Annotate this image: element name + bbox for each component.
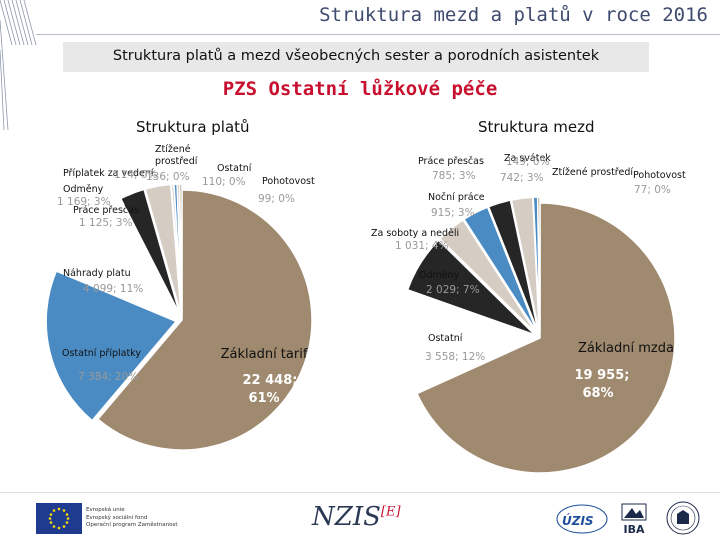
slice-label-1-5: Práce přesčas <box>418 156 484 167</box>
slice-label-1-1: Ostatní <box>428 333 463 344</box>
slice-label-0-4: Odměny <box>63 184 104 195</box>
eu-caption: Evropská unie Evropský sociální fond Ope… <box>86 507 178 528</box>
slice-percent-1-0: 68% <box>582 386 613 401</box>
subtitle-banner: Struktura platů a mezd všeobecných seste… <box>63 42 649 72</box>
slice-value-1-4: 915; 3% <box>431 207 475 219</box>
slice-value-1-5: 785; 3% <box>432 170 476 182</box>
decorative-corner-lines <box>0 0 37 130</box>
pie-slice-1-3 <box>438 218 537 334</box>
title-divider <box>36 34 720 35</box>
slice-value-0-6: 136; 0% <box>146 171 190 183</box>
slice-label-1-4: Noční práce <box>428 192 485 203</box>
pie-slice-1-1 <box>398 292 537 395</box>
nzis-logo: NZIS[E] <box>312 502 401 532</box>
slice-label-0-8: Pohotovost <box>262 176 315 187</box>
pie-slice-1-2 <box>406 239 536 336</box>
pie-slice-1-0 <box>415 202 676 474</box>
pie-slice-0-3 <box>119 188 181 315</box>
slice-label-1-8: Pohotovost <box>633 170 686 181</box>
slice-label-1-3: Za soboty a neděli <box>371 228 459 239</box>
pie-slice-0-1 <box>45 270 178 422</box>
slice-label-0-7: Ostatní <box>217 163 252 174</box>
slice-label-0-1: Ostatní příplatky <box>62 348 141 359</box>
slice-label-0-5: Příplatek za vedení <box>63 168 154 179</box>
slice-value-0-2: 4 099; 11% <box>83 283 143 295</box>
slice-value-0-1: 7 384; 20% <box>78 371 138 383</box>
pie-slice-0-0 <box>96 189 313 451</box>
slice-label-1-2: Odměny <box>419 270 460 281</box>
slice-value-0-5: 114; 0% <box>114 169 158 181</box>
slice-label-1-0: Základní mzda <box>578 341 674 356</box>
muni-logo <box>666 501 700 535</box>
slice-value-1-1: 3 558; 12% <box>425 351 485 363</box>
footer-divider <box>0 492 720 493</box>
iba-logo-text: IBA <box>624 523 645 536</box>
slice-value-1-3: 1 031; 4% <box>395 240 449 252</box>
slice-label-1-6: Za svátek <box>504 153 551 164</box>
slice-value-0-0: 22 448; <box>243 373 298 388</box>
eu-flag-logo <box>36 503 82 534</box>
uzis-logo <box>556 504 608 534</box>
slice-label-0-3: Práce přesčas <box>73 205 139 216</box>
iba-logo: IBA <box>621 503 647 536</box>
slice-value-0-7: 110; 0% <box>202 176 246 188</box>
slice-value-0-8: 99; 0% <box>258 193 295 205</box>
slice-value-1-0: 19 955; <box>575 368 630 383</box>
slice-value-1-2: 2 029; 7% <box>426 284 480 296</box>
slice-value-0-4: 1 169; 3% <box>57 196 111 208</box>
pie-slice-0-8 <box>178 183 183 315</box>
slice-value-0-3: 1 125; 3% <box>79 217 133 229</box>
slice-value-1-7: 149; 0% <box>506 156 550 168</box>
uzis-logo-text: ÚZIS <box>562 514 594 528</box>
pie-slice-1-5 <box>487 199 540 333</box>
slice-value-1-8: 77; 0% <box>634 184 671 196</box>
page-title: Struktura mezd a platů v roce 2016 <box>319 4 708 26</box>
slice-label-0-0: Základní tarif <box>221 347 308 362</box>
slice-percent-0-0: 61% <box>248 391 279 406</box>
subtitle: Struktura platů a mezd všeobecných seste… <box>112 48 600 64</box>
section-title: PZS Ostatní lůžkové péče <box>222 78 498 100</box>
slice-label-1-7: Ztížené prostředí <box>552 167 633 178</box>
pie-slice-1-8 <box>536 196 541 333</box>
pie-slice-0-2 <box>56 199 180 318</box>
slice-value-1-6: 742; 3% <box>500 172 544 184</box>
slice-label-0-6: Ztížené <box>155 144 191 155</box>
chart-title-salaries: Struktura platů <box>136 118 250 136</box>
pie-slice-1-4 <box>462 206 538 334</box>
slice-label-0-2: Náhrady platu <box>63 268 131 279</box>
chart-title-wages: Struktura mezd <box>478 118 595 136</box>
slice-label-0-6-b: prostředí <box>155 156 198 167</box>
